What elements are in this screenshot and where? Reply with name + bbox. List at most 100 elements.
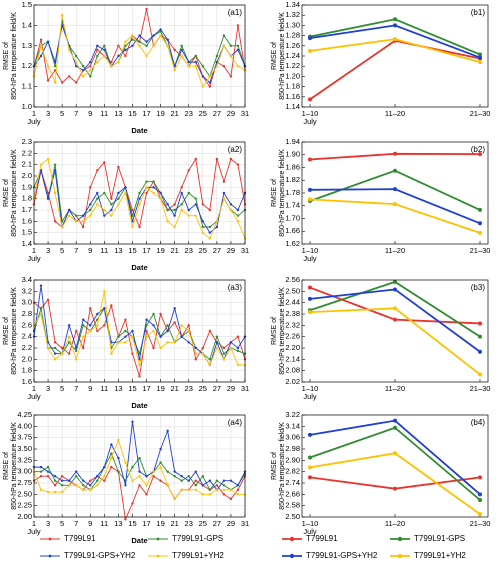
data-point: [308, 475, 312, 480]
x-tick-label: 11–20: [385, 246, 405, 255]
x-tick-label: 11–20: [385, 384, 405, 393]
data-point: [46, 65, 50, 68]
data-point: [194, 60, 197, 64]
data-point: [201, 65, 204, 68]
x-tick-label: 25: [199, 384, 207, 393]
data-point: [201, 225, 204, 229]
x-axis-title: Date: [131, 536, 147, 545]
data-point: [201, 475, 204, 478]
data-point: [110, 352, 113, 355]
y-tick-label: 2.08: [285, 366, 300, 375]
data-point: [60, 484, 64, 487]
data-point: [201, 352, 204, 355]
data-point: [236, 484, 240, 487]
data-point: [229, 54, 233, 58]
data-point: [222, 191, 226, 195]
data-point: [82, 69, 85, 72]
data-point: [67, 214, 71, 217]
y-tick-label: 2.90: [285, 455, 300, 464]
x-tick-label: 29: [227, 519, 235, 528]
data-point: [222, 358, 226, 361]
data-point: [60, 490, 64, 494]
data-point: [159, 28, 162, 31]
data-point: [131, 420, 134, 423]
data-point: [39, 284, 43, 287]
y-tick-label: 1.18: [285, 82, 300, 91]
data-point: [138, 197, 141, 200]
data-point: [110, 208, 113, 212]
y-tick-label: 2.32: [285, 320, 300, 329]
data-point: [117, 54, 120, 58]
data-point: [110, 65, 113, 68]
data-point: [208, 75, 212, 78]
data-point: [229, 44, 233, 47]
data-point: [194, 358, 197, 361]
x-tick-label: 1–10: [302, 519, 319, 528]
y-tick-label: 3.22: [285, 410, 300, 419]
data-point: [393, 425, 397, 430]
y-tick-label: 1.32: [285, 10, 300, 19]
y-tick-label: 2.02: [285, 377, 300, 386]
data-point: [187, 488, 190, 491]
y-tick-label: 2.20: [285, 343, 300, 352]
data-point: [53, 490, 57, 494]
data-point: [208, 85, 212, 88]
data-point: [103, 208, 106, 212]
data-point: [173, 470, 176, 473]
data-point: [208, 329, 212, 333]
data-point: [208, 237, 212, 240]
x-tick-label: 27: [213, 109, 221, 118]
data-point: [131, 329, 134, 333]
data-point: [145, 475, 148, 478]
plot-frame: [301, 279, 489, 383]
data-point: [222, 65, 226, 68]
data-point: [222, 488, 226, 491]
y-tick-label: 3.4: [22, 275, 32, 284]
data-point: [124, 335, 127, 338]
data-point: [173, 225, 176, 229]
series-line: [33, 466, 246, 521]
legend-label: T799L91-GPS+YH2: [64, 551, 136, 560]
data-point: [180, 479, 183, 482]
panel-label: (a1): [228, 8, 243, 17]
y-axis-title: RMSE of: [271, 179, 278, 207]
x-tick-label: 17: [142, 384, 150, 393]
y-tick-label: 2.14: [285, 354, 300, 363]
data-point: [166, 38, 169, 41]
data-point: [124, 341, 127, 344]
data-point: [478, 334, 482, 339]
data-point: [152, 180, 155, 183]
data-point: [308, 432, 312, 437]
data-point: [138, 470, 141, 473]
data-point: [103, 465, 106, 469]
x-tick-label: 27: [213, 384, 221, 393]
y-tick-label: 1.7: [22, 205, 32, 214]
data-point: [39, 470, 43, 473]
data-point: [215, 220, 219, 223]
series-line: [33, 307, 246, 361]
data-point: [478, 349, 482, 354]
series-line: [33, 8, 246, 88]
x-tick-label: 27: [213, 246, 221, 255]
data-point: [39, 475, 43, 478]
y-tick-label: 1.4: [22, 239, 32, 248]
x-tick-label: 11: [100, 109, 108, 118]
data-point: [60, 352, 64, 355]
x-tick-label: 7: [74, 384, 78, 393]
data-point: [159, 479, 162, 482]
y-tick-label: 2.4: [22, 332, 32, 341]
data-point: [236, 163, 240, 166]
x-tick-label: 13: [114, 519, 122, 528]
data-point: [96, 484, 99, 487]
data-point: [194, 346, 197, 350]
legend-marker: [48, 554, 52, 558]
legend-marker: [48, 537, 52, 541]
data-point: [145, 335, 148, 338]
data-point: [117, 438, 120, 442]
data-point: [124, 518, 127, 521]
x-tick-label: 27: [213, 519, 221, 528]
data-point: [180, 48, 183, 52]
y-tick-label: 1.9: [22, 182, 32, 191]
data-point: [96, 197, 99, 200]
y-tick-label: 2.0: [22, 171, 32, 180]
